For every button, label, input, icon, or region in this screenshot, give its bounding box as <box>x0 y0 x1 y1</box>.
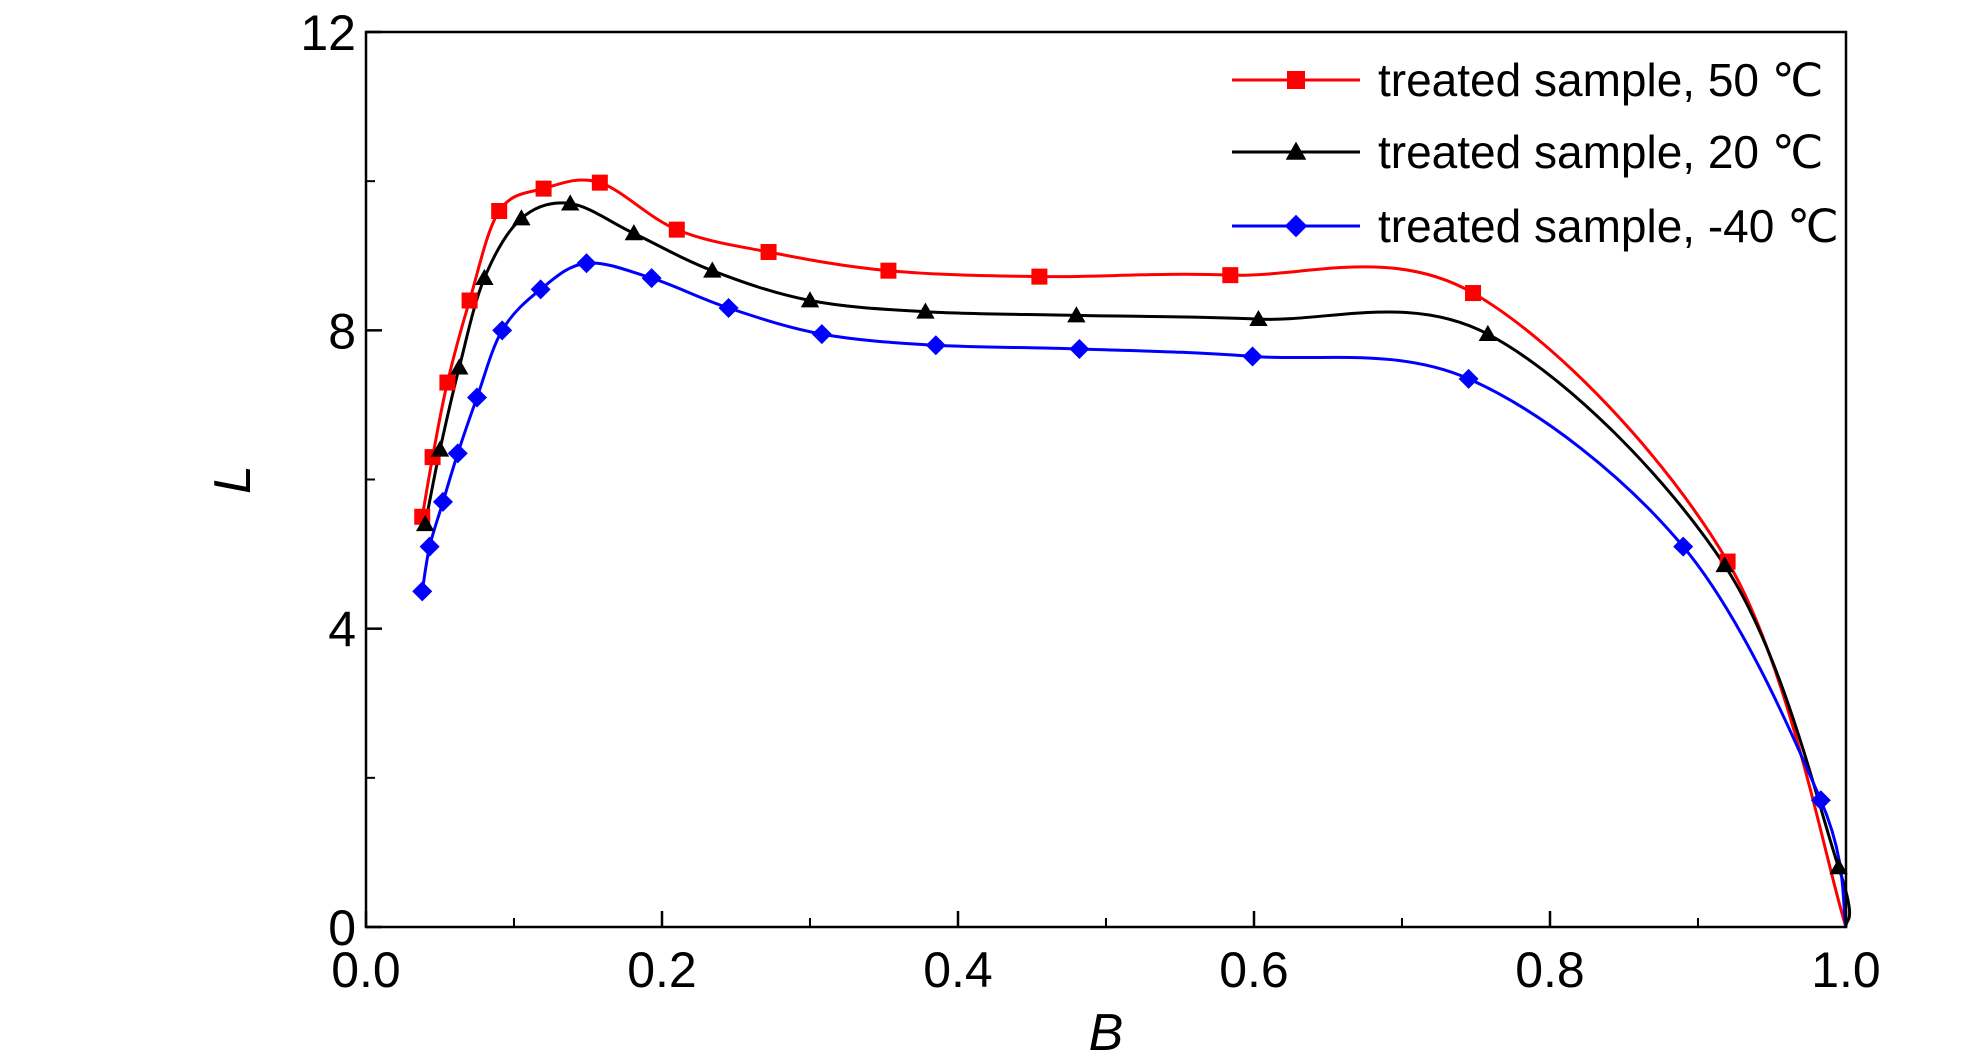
legend-label: treated sample, 20 ℃ <box>1378 126 1823 178</box>
data-point <box>447 443 468 464</box>
data-point <box>800 291 820 308</box>
data-point <box>576 253 597 274</box>
data-point <box>561 194 580 211</box>
y-tick-label: 0 <box>328 900 356 956</box>
data-point <box>461 292 478 309</box>
x-tick-label: 0.8 <box>1515 942 1585 998</box>
data-point <box>467 387 487 408</box>
data-point <box>916 302 935 319</box>
data-point <box>624 224 644 241</box>
data-point <box>1465 285 1482 302</box>
data-point <box>641 268 662 289</box>
data-point <box>412 581 433 602</box>
legend-label: treated sample, 50 ℃ <box>1378 54 1823 106</box>
data-point <box>416 515 435 532</box>
axis-ticks <box>364 30 1848 929</box>
data-point <box>1069 338 1090 359</box>
data-point <box>703 261 722 278</box>
data-point <box>439 374 456 391</box>
data-point <box>1715 556 1734 573</box>
plot-markers <box>412 174 1848 875</box>
data-point <box>419 536 440 557</box>
legend-marker <box>1287 71 1305 89</box>
data-point <box>811 324 832 345</box>
data-point <box>432 491 453 512</box>
data-point <box>430 440 450 457</box>
data-point <box>591 174 608 191</box>
data-point <box>760 244 777 261</box>
data-point <box>1031 268 1048 285</box>
data-point <box>475 268 494 286</box>
data-point <box>925 335 946 356</box>
y-tick-label: 4 <box>328 602 356 658</box>
data-point <box>1222 267 1239 284</box>
y-tick-label: 8 <box>328 303 356 359</box>
tick-labels: 0.0 0.2 0.4 0.6 0.8 1.0 0 4 8 12 <box>300 5 1880 998</box>
data-point <box>668 221 685 238</box>
series-line <box>420 178 1848 928</box>
data-point <box>1242 346 1263 367</box>
data-point <box>1458 368 1479 389</box>
x-tick-label: 0.6 <box>1219 942 1289 998</box>
series-line <box>423 201 1852 928</box>
series-line <box>420 261 1848 928</box>
data-point <box>1067 306 1086 323</box>
x-axis-title: B <box>1089 1004 1124 1062</box>
data-point <box>450 358 469 375</box>
data-point <box>1810 790 1831 811</box>
x-tick-label: 1.0 <box>1811 942 1881 998</box>
data-point <box>512 209 531 226</box>
data-point <box>1673 536 1694 557</box>
y-axis-title: L <box>204 465 262 494</box>
x-tick-label: 0.4 <box>923 942 993 998</box>
legend-marker <box>1285 141 1307 160</box>
data-point <box>535 180 552 197</box>
x-tick-label: 0.0 <box>331 942 401 998</box>
legend: treated sample, 50 ℃ treated sample, 20 ℃… <box>1232 54 1839 252</box>
data-point <box>491 203 508 219</box>
legend-marker <box>1284 214 1308 238</box>
y-tick-label: 12 <box>300 5 356 61</box>
data-point <box>530 279 551 300</box>
data-point <box>1478 324 1498 341</box>
data-point <box>1829 858 1848 875</box>
plot-lines <box>420 178 1852 928</box>
data-point <box>880 262 897 279</box>
x-tick-label: 0.2 <box>627 942 697 998</box>
data-point <box>718 297 739 318</box>
data-point <box>1249 309 1268 327</box>
legend-label: treated sample, -40 ℃ <box>1378 200 1839 252</box>
data-point <box>492 320 513 341</box>
